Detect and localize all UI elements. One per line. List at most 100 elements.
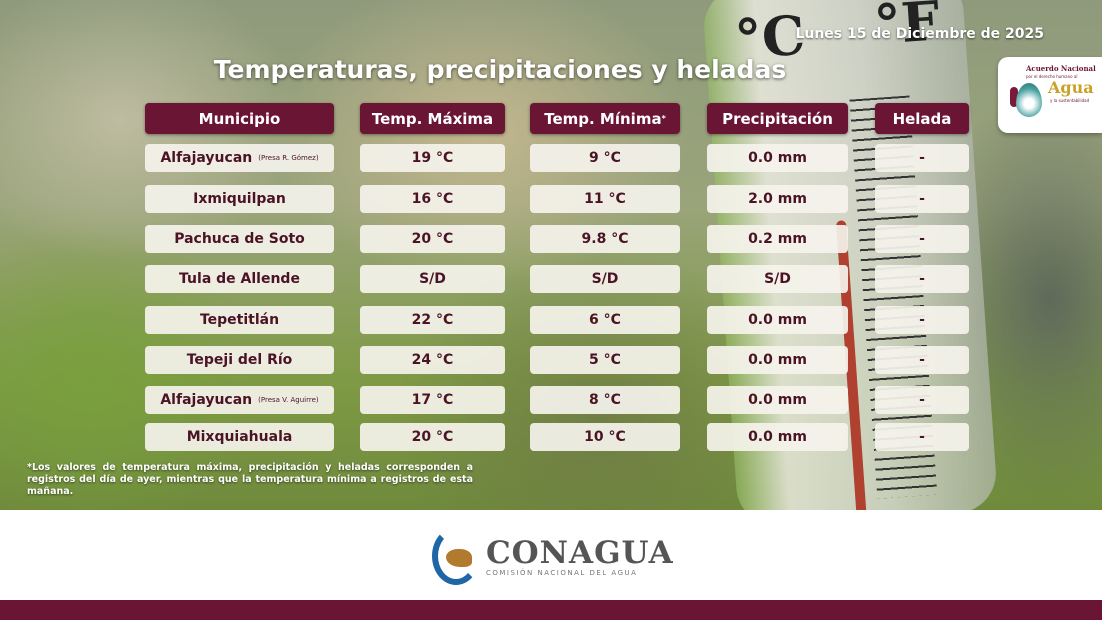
cell-value: Pachuca de Soto <box>174 231 305 247</box>
cell-precipitacion: 0.0 mm <box>707 386 848 414</box>
cell-temp-min: 5 °C <box>530 346 680 374</box>
cell-precipitacion: 0.0 mm <box>707 423 848 451</box>
cell-value: - <box>919 429 925 445</box>
cell-value: - <box>919 392 925 408</box>
cell-value: 5 °C <box>589 352 621 368</box>
logo-line3: Agua <box>1048 78 1094 97</box>
cell-value: S/D <box>419 271 446 287</box>
cell-value: 17 °C <box>411 392 454 408</box>
logo-line1: Acuerdo Nacional <box>1026 64 1096 73</box>
brand-name: CONAGUA <box>486 535 674 571</box>
cell-subtitle: (Presa V. Aguirre) <box>258 396 319 404</box>
cell-helada: - <box>875 423 969 451</box>
cell-municipio: Tepeji del Río <box>145 346 334 374</box>
header-label: Municipio <box>198 109 281 128</box>
cell-value: Tula de Allende <box>179 271 300 287</box>
conagua-logo: CONAGUA COMISIÓN NACIONAL DEL AGUA <box>432 527 674 585</box>
cell-value: Ixmiquilpan <box>193 191 286 207</box>
header-label: Temp. Máxima <box>371 109 494 128</box>
cell-value: Tepetitlán <box>199 312 280 328</box>
cell-temp-max: 16 °C <box>360 185 505 213</box>
cell-municipio: Ixmiquilpan <box>145 185 334 213</box>
cell-value: S/D <box>764 271 791 287</box>
cell-subtitle: (Presa R. Gómez) <box>258 154 319 162</box>
logo-figure <box>1010 87 1018 107</box>
cell-municipio: Alfajayucan (Presa R. Gómez) <box>145 144 334 172</box>
conagua-emblem-icon <box>432 527 480 585</box>
cell-value: 6 °C <box>589 312 621 328</box>
cell-value: 0.0 mm <box>748 429 807 445</box>
cell-value: 10 °C <box>584 429 626 445</box>
cell-helada: - <box>875 144 969 172</box>
cell-temp-max: 24 °C <box>360 346 505 374</box>
cell-helada: - <box>875 346 969 374</box>
cell-temp-min: 9.8 °C <box>530 225 680 253</box>
cell-value: 8 °C <box>589 392 621 408</box>
cell-temp-min: 11 °C <box>530 185 680 213</box>
cell-value: 22 °C <box>411 312 454 328</box>
cell-value: Mixquiahuala <box>186 429 293 445</box>
cell-value: 11 °C <box>584 191 626 207</box>
cell-value: 24 °C <box>411 352 454 368</box>
cell-helada: - <box>875 386 969 414</box>
cell-temp-max: 22 °C <box>360 306 505 334</box>
header-precipitacion: Precipitación <box>707 103 848 134</box>
date-label: Lunes 15 de Diciembre de 2025 <box>795 26 1044 42</box>
bottom-bar <box>0 600 1102 620</box>
logo-line4: y la sustentabilidad <box>1050 98 1090 103</box>
cell-value: - <box>919 150 925 166</box>
cell-helada: - <box>875 225 969 253</box>
header-helada: Helada <box>875 103 969 134</box>
cell-temp-min: S/D <box>530 265 680 293</box>
cell-temp-min: 6 °C <box>530 306 680 334</box>
cell-municipio: Tula de Allende <box>145 265 334 293</box>
header-asterisk: * <box>661 114 666 123</box>
cell-helada: - <box>875 185 969 213</box>
cell-value: 0.0 mm <box>748 150 807 166</box>
acuerdo-nacional-logo: Acuerdo Nacional por el derecho humano a… <box>998 57 1102 133</box>
cell-temp-max: S/D <box>360 265 505 293</box>
cell-helada: - <box>875 306 969 334</box>
cell-value: 19 °C <box>411 150 454 166</box>
header-municipio: Municipio <box>145 103 334 134</box>
header-label: Helada <box>892 109 952 128</box>
cell-municipio: Mixquiahuala <box>145 423 334 451</box>
cell-municipio: Alfajayucan (Presa V. Aguirre) <box>145 386 334 414</box>
header-label: Temp. Mínima <box>544 109 662 128</box>
cell-temp-min: 8 °C <box>530 386 680 414</box>
footer: CONAGUA COMISIÓN NACIONAL DEL AGUA <box>0 510 1102 600</box>
cell-value: S/D <box>591 271 619 287</box>
cell-value: Tepeji del Río <box>186 352 293 368</box>
cell-precipitacion: 2.0 mm <box>707 185 848 213</box>
header-temp-max: Temp. Máxima <box>360 103 505 134</box>
cell-temp-min: 10 °C <box>530 423 680 451</box>
water-drop-icon <box>1016 83 1042 117</box>
cell-value: Alfajayucan <box>160 392 253 408</box>
cell-value: 16 °C <box>411 191 454 207</box>
header-temp-min: Temp. Mínima * <box>530 103 680 134</box>
cell-temp-min: 9 °C <box>530 144 680 172</box>
cell-value: - <box>919 271 925 287</box>
cell-value: 20 °C <box>411 429 454 445</box>
cell-precipitacion: 0.0 mm <box>707 306 848 334</box>
cell-municipio: Tepetitlán <box>145 306 334 334</box>
header-label: Precipitación <box>722 109 833 128</box>
cell-helada: - <box>875 265 969 293</box>
cell-precipitacion: 0.2 mm <box>707 225 848 253</box>
footnote: *Los valores de temperatura máxima, prec… <box>27 462 473 497</box>
cell-temp-max: 20 °C <box>360 225 505 253</box>
cell-temp-max: 17 °C <box>360 386 505 414</box>
cell-value: - <box>919 231 925 247</box>
cell-precipitacion: S/D <box>707 265 848 293</box>
cell-value: 0.0 mm <box>748 352 807 368</box>
cell-value: 0.2 mm <box>748 231 807 247</box>
cell-municipio: Pachuca de Soto <box>145 225 334 253</box>
cell-precipitacion: 0.0 mm <box>707 144 848 172</box>
title-text: Temperaturas, precipitaciones y heladas <box>213 55 787 84</box>
page-title: Temperaturas, precipitaciones y heladas <box>0 55 1101 84</box>
cell-value: 9 °C <box>589 150 621 166</box>
brand-subtitle: COMISIÓN NACIONAL DEL AGUA <box>486 569 638 577</box>
cell-value: Alfajayucan <box>160 150 253 166</box>
cell-value: 0.0 mm <box>748 392 807 408</box>
cell-precipitacion: 0.0 mm <box>707 346 848 374</box>
